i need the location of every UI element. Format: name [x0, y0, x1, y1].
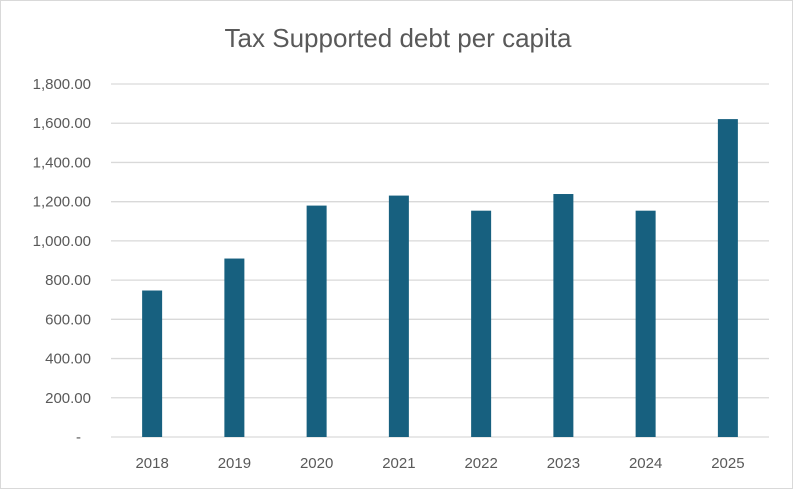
bar-2025: [717, 119, 738, 438]
bar-2022: [471, 210, 492, 437]
chart-title: Tax Supported debt per capita: [225, 23, 572, 53]
x-tick-label: 2024: [629, 455, 662, 472]
x-tick-label: 2023: [547, 455, 580, 472]
bar-2018: [142, 290, 163, 437]
y-tick-label: 1,200.00: [33, 194, 91, 211]
y-tick-label: 600.00: [45, 311, 91, 328]
y-tick-label: 1,400.00: [33, 154, 91, 171]
y-tick-label: 1,600.00: [33, 115, 91, 132]
bar-2024: [635, 210, 656, 437]
x-tick-label: 2020: [300, 455, 333, 472]
x-tick-label: 2021: [382, 455, 415, 472]
y-tick-label: -: [76, 429, 81, 446]
y-tick-label: 400.00: [45, 351, 91, 368]
x-tick-label: 2025: [711, 455, 744, 472]
y-tick-label: 1,000.00: [33, 233, 91, 250]
x-tick-label: 2018: [135, 455, 168, 472]
x-tick-label: 2019: [218, 455, 251, 472]
bar-2021: [388, 195, 409, 437]
y-tick-label: 800.00: [45, 272, 91, 289]
bar-2020: [306, 205, 327, 437]
bar-2023: [553, 194, 574, 437]
y-tick-label: 200.00: [45, 390, 91, 407]
bar-2019: [224, 258, 245, 437]
y-tick-label: 1,800.00: [33, 76, 91, 93]
x-tick-label: 2022: [464, 455, 497, 472]
